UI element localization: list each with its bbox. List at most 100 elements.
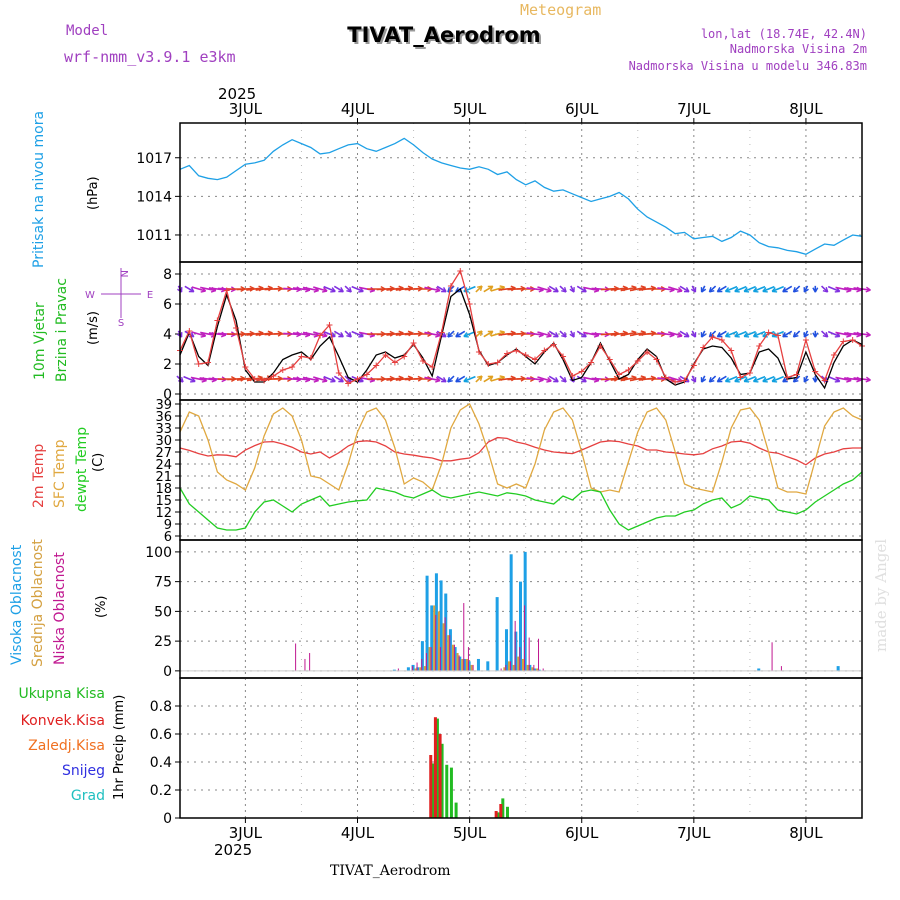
model-label: Model	[66, 23, 108, 39]
temperature-tick-30: 30	[155, 434, 172, 449]
temp2m-title: 2m Temp	[31, 444, 47, 508]
pressure-tick-1014: 1014	[136, 189, 172, 205]
wind-arrow-0-40	[548, 375, 559, 383]
temperature-tick-6: 6	[164, 530, 172, 545]
wind-arrow-0-39	[537, 376, 552, 382]
panel-frame-pressure	[179, 122, 863, 263]
gust-marker-14	[307, 355, 314, 361]
cloud-bar-1-8	[451, 644, 454, 671]
wind-arrow-0-34	[490, 376, 505, 382]
gust-marker-20	[363, 371, 370, 378]
wind-arrow-1-24	[395, 332, 413, 336]
wind-arrow-1-40	[548, 330, 559, 338]
wind-arrow-0-20	[358, 376, 375, 382]
cloud-bar-0-3	[416, 667, 420, 671]
wind-arrow-0-59	[725, 375, 738, 383]
wind-arrow-2-13	[292, 287, 311, 291]
cloud-bar-1-16	[517, 656, 520, 671]
precipitation-tick-0.4: 0.4	[150, 755, 172, 771]
gust-marker-64	[774, 332, 781, 339]
wind-arrow-2-64	[771, 285, 785, 293]
wind-arrow-0-2	[190, 376, 207, 382]
wind-arrow-2-14	[302, 286, 319, 292]
gust-marker-45	[597, 343, 604, 349]
cloud-bar-2-0	[295, 643, 297, 671]
cloud-bar-1-2	[423, 666, 426, 671]
wind-arrow-1-62	[753, 330, 766, 338]
precip-bar-0-5	[454, 802, 458, 818]
wind-arrow-2-40	[548, 285, 559, 293]
gust-marker-71	[840, 338, 847, 345]
wind-arrow-2-23	[386, 287, 404, 291]
wind-arrow-0-48	[620, 376, 637, 382]
cloud-bar-2-15	[463, 603, 465, 671]
cloud-bar-0-4	[420, 641, 424, 671]
cloud-bar-1-7	[447, 635, 450, 671]
clouds-tick-0: 0	[163, 664, 172, 680]
precip-bar-0-0	[431, 763, 435, 818]
precip-bar-1-0	[429, 755, 433, 818]
meteogram-label: Meteogram	[520, 1, 601, 19]
precip-bar-0-1	[435, 718, 439, 818]
gust-marker-55	[690, 362, 697, 369]
gust-marker-57	[709, 334, 716, 340]
wind-arrow-1-72	[844, 332, 862, 336]
panel-clouds: 0 25 50 75 100	[145, 539, 863, 680]
cloud-bar-0-14	[467, 661, 471, 671]
cloud-bar-1-20	[536, 668, 539, 671]
precip-bar-0-8	[505, 806, 509, 818]
gust-marker-30	[457, 268, 464, 274]
wind-arrow-2-54	[679, 285, 690, 293]
cloud-bar-1-5	[437, 611, 440, 671]
wind-arrow-1-52	[657, 332, 675, 336]
wind-arrow-1-30	[455, 330, 466, 338]
gust-marker-35	[503, 350, 510, 357]
gust-marker-44	[588, 359, 595, 366]
cloud-bar-0-16	[486, 661, 490, 671]
cloud-bar-0-8	[439, 580, 443, 671]
wind-arrow-2-52	[657, 287, 675, 291]
gust-marker-69	[821, 377, 828, 384]
temperature-line-dewpt-temp	[179, 471, 863, 531]
gust-marker-28	[438, 329, 445, 336]
wind-arrow-0-62	[753, 375, 766, 383]
model-name: wrf-nmm_v3.9.1 e3km	[64, 48, 236, 66]
gust-marker-40	[550, 341, 557, 348]
gust-marker-33	[485, 361, 492, 367]
wind-arrow-2-19	[351, 285, 364, 293]
gust-marker-29	[447, 283, 454, 289]
station-title: TIVAT_Aerodrom	[347, 23, 540, 47]
gust-marker-31	[466, 301, 473, 307]
low-cloud-title: Niska Oblacnost	[52, 552, 68, 665]
gust-marker-42	[569, 373, 576, 379]
temperature-tick-33: 33	[155, 422, 172, 437]
gust-marker-53	[672, 379, 679, 385]
wind-arrow-1-4	[208, 332, 226, 336]
gust-marker-65	[784, 374, 791, 381]
day-label-bottom-3JUL: 3JUL	[229, 824, 263, 842]
cloud-bar-0-11	[453, 647, 457, 671]
wind-arrow-1-44	[583, 331, 600, 337]
cloud-bar-1-19	[531, 667, 534, 671]
wind-arrow-2-72	[844, 287, 862, 291]
wind-arrow-0-13	[292, 377, 311, 381]
wind-arrow-2-28	[436, 285, 447, 293]
pressure-line-pritisak-na-nivou-mora	[179, 137, 863, 255]
wind-title-1: 10m Vjetar	[32, 302, 48, 380]
wind-arrow-0-72	[844, 377, 862, 381]
wind-arrow-2-38	[526, 287, 544, 291]
cloud-bar-2-12	[449, 635, 451, 671]
clouds-tick-75: 75	[154, 575, 172, 591]
temperature-tick-21: 21	[155, 470, 172, 485]
wind-arrow-1-35	[498, 332, 516, 336]
cloud-bar-0-15	[476, 658, 480, 671]
day-label-top-3JUL: 3JUL	[229, 100, 263, 118]
cloud-bar-2-16	[467, 647, 469, 671]
wind-arrow-1-48	[620, 331, 637, 337]
day-label-bottom-8JUL: 8JUL	[789, 824, 823, 842]
precip-bar-1-1	[433, 717, 437, 818]
gust-marker-12	[289, 364, 296, 370]
temperature-tick-36: 36	[155, 410, 172, 425]
temperature-tick-9: 9	[164, 518, 172, 533]
sfc-temp-title: SFC Temp	[52, 439, 68, 508]
